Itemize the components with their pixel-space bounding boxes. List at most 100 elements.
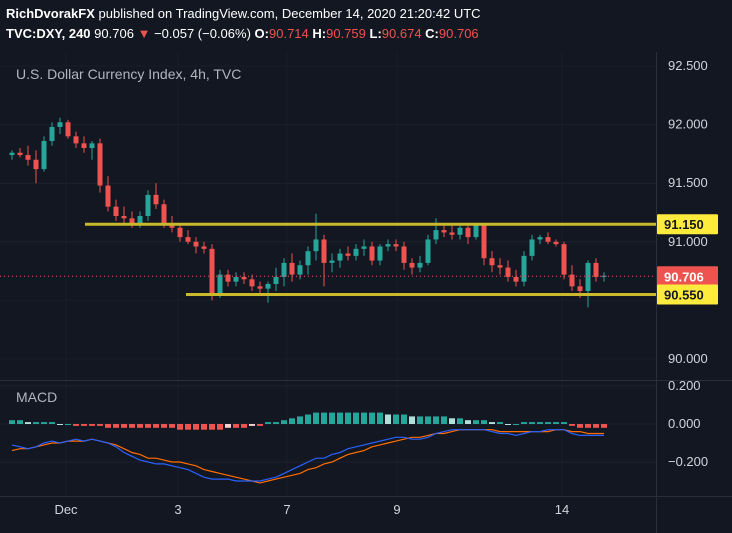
macd-histogram-bar [529,422,535,424]
candle [441,230,447,233]
macd-histogram-bar [401,414,407,424]
candle [329,260,335,263]
candle [265,283,271,289]
level-lines[interactable] [0,222,656,297]
macd-histogram-bar [385,414,391,424]
candle [305,251,311,266]
macd-histogram-bar [465,420,471,424]
candle [65,122,71,137]
macd-histogram-bar [561,422,567,424]
candle [545,237,551,242]
high-value: 90.759 [326,26,366,41]
candle [9,152,15,156]
macd-histogram-bar [97,424,103,426]
author-name[interactable]: RichDvorakFX [6,6,95,21]
macd-histogram-bar [129,424,135,428]
resistance-tag-label: 91.150 [664,217,704,232]
macd-histogram-bar [361,412,367,424]
candle [177,227,183,238]
macd-histogram-bar [457,418,463,424]
macd-line [11,429,604,482]
candle [521,255,527,282]
open-value: 90.714 [269,26,309,41]
macd-histogram-bar [433,416,439,424]
time-tick-label: 3 [174,502,181,517]
candle [513,276,519,282]
macd-tick-label: −0.200 [668,454,708,469]
macd-histogram-bar [249,424,255,426]
macd-histogram-bar [313,412,319,424]
macd-histogram-bar [569,424,575,426]
candle [49,126,55,142]
high-label: H: [312,26,327,41]
candle [249,279,255,287]
candle [585,262,591,292]
candle [273,276,279,284]
candle [417,262,423,268]
candle [449,232,455,235]
macd-histogram-bar [409,416,415,424]
candle [505,267,511,277]
macd-histogram-bar [593,424,599,428]
candle [361,246,367,249]
macd-title: MACD [16,389,57,405]
candle [369,246,375,261]
price-tick-label: 91.000 [668,234,708,249]
last-price-tag-label: 90.706 [664,269,704,284]
candle [321,239,327,263]
macd-histogram-bar [89,424,95,426]
macd-histogram-bar [137,424,143,428]
candle [497,265,503,268]
candle [353,248,359,256]
macd-histogram-bar [169,424,175,428]
grid-lines [0,52,656,496]
candle [145,194,151,217]
candle [281,262,287,277]
candle [41,141,47,170]
symbol-legend: TVC:DXY, 240 90.706 ▼ −0.057 (−0.06%) O:… [6,26,479,41]
macd-histogram-bar [257,424,263,426]
macd-histogram-bar [345,412,351,424]
macd-histogram-bar [41,422,47,424]
candle [289,262,295,275]
candle [297,265,303,275]
macd-histogram-bar [513,424,519,425]
macd-histogram-bar [17,420,23,424]
candle [153,194,159,205]
macd-histogram-bar [521,422,527,424]
time-tick-label: 14 [555,502,569,517]
macd-histogram-bar [289,418,295,424]
support-tag-label: 90.550 [664,288,704,303]
candle [385,244,391,247]
last-price-value: 90.706 [94,26,134,41]
macd-histogram-bar [273,422,279,424]
symbol-name[interactable]: TVC:DXY, 240 [6,26,91,41]
close-value: 90.706 [438,26,479,41]
macd-histogram-bar [449,418,455,424]
low-label: L: [369,26,382,41]
candle [537,237,543,240]
macd-histogram-bar [33,422,39,424]
macd-histogram-bar [329,412,335,424]
macd-histogram-bar [305,414,311,424]
candle [233,276,239,282]
macd-histogram-bar [209,424,215,430]
macd-histogram-bar [537,422,543,424]
macd-histogram-bar [281,420,287,424]
candle [561,244,567,275]
last-price-tag [657,266,718,287]
candle [73,136,79,144]
chart-title: U.S. Dollar Currency Index, 4h, TVC [16,66,241,82]
candle [257,286,263,289]
macd-histogram-bar [105,424,111,428]
triangle-down-icon: ▼ [137,26,151,41]
macd-histogram-bar [473,420,479,424]
candle [457,227,463,235]
price-candles [9,117,607,308]
macd-histogram-bar [65,424,71,425]
candle [57,122,63,127]
macd-histogram-bar [585,424,591,428]
macd-histogram-bar [113,424,119,428]
macd-histogram-bar [233,424,239,428]
